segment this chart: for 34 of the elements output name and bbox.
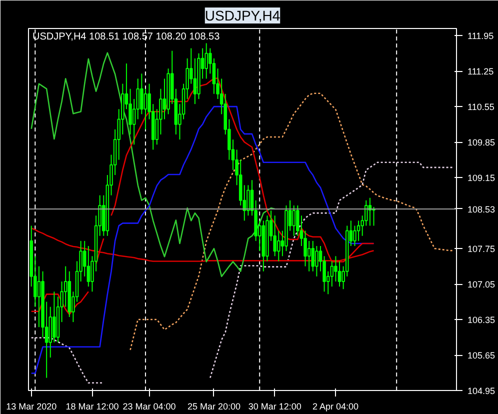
y-tick-label: 110.55 [468,102,494,112]
chart-title: USDJPY,H4 [204,8,280,24]
x-tick-label: 13 Mar 2020 [6,402,57,412]
y-tick-label: 104.95 [468,386,496,396]
line-series [30,52,276,278]
y-tick-label: 106.35 [468,315,496,326]
candlestick [356,220,360,242]
candlestick [338,260,342,288]
candlestick [246,184,250,216]
ref-line-label: 108.53 [468,204,496,214]
candlestick [204,42,208,80]
x-tick-label: 2 Apr 04:00 [312,402,358,412]
y-tick-label: 111.95 [468,31,494,42]
candlestick [315,246,318,277]
candlestick [86,246,90,288]
y-tick-label: 109.15 [468,173,496,184]
candlestick [193,58,197,105]
y-tick-label: 107.75 [468,244,496,254]
y-tick-label: 109.85 [468,138,496,148]
candlestick [52,291,56,343]
line-series [130,92,454,351]
candlestick [144,88,148,130]
chart-subtitle: USDJPY,H4 108.51 108.57 108.20 108.53 [32,32,220,42]
candlestick [277,230,280,262]
x-tick-label: 25 Mar 20:00 [187,402,240,412]
y-tick-label: 107.05 [468,280,496,290]
y-tick-label: 111.25 [468,66,494,77]
candlestick [292,204,296,236]
y-tick-label: 105.65 [468,350,496,361]
candlestick [37,266,41,328]
x-tick-label: 23 Mar 04:00 [122,402,176,412]
x-tick-label: 30 Mar 12:00 [248,402,302,412]
x-tick-label: 18 Mar 12:00 [66,402,119,412]
candlestick [307,240,311,272]
